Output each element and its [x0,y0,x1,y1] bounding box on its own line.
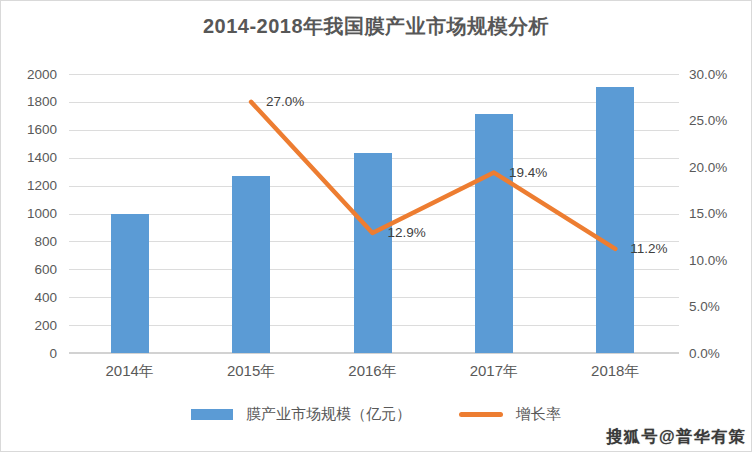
point-label-2015年: 27.0% [266,93,304,111]
y-axis-left-tick: 0 [1,345,57,362]
legend-bar-swatch-icon [191,409,233,420]
y-axis-left-tick: 200 [1,317,57,334]
y-axis-right-tick: 10.0% [689,252,727,269]
watermark-sohu-badge: 搜狐号@普华有策 [606,427,746,448]
legend-line-label: 增长率 [516,405,561,424]
growth-rate-line [69,74,676,353]
legend: 膜产业市场规模（亿元） 增长率 [1,405,751,424]
y-axis-right-tick: 30.0% [689,66,727,83]
x-axis-label-2014年: 2014年 [69,362,190,381]
y-axis-left-tick: 1200 [1,177,57,194]
y-axis-left-tick: 1800 [1,93,57,110]
y-axis-left-tick: 1400 [1,149,57,166]
x-axis-label-2015年: 2015年 [190,362,311,381]
x-axis-label-2017年: 2017年 [433,362,554,381]
y-axis-left-tick: 400 [1,289,57,306]
point-label-2018年: 11.2% [630,240,667,258]
y-axis-left-tick: 600 [1,261,57,278]
y-axis-right-tick: 25.0% [689,112,727,129]
y-axis-right-tick: 15.0% [689,205,727,222]
y-axis-left-tick: 2000 [1,66,57,83]
y-axis-right-tick: 0.0% [689,345,720,362]
y-axis-left-tick: 800 [1,233,57,250]
growth-rate-polyline [251,102,615,249]
legend-item-market-scale: 膜产业市场规模（亿元） [191,405,411,424]
y-axis-left-tick: 1000 [1,205,57,222]
legend-item-growth-rate: 增长率 [459,405,561,424]
chart-title: 2014-2018年我国膜产业市场规模分析 [1,13,751,40]
y-axis-left-tick: 1600 [1,121,57,138]
x-axis-label-2018年: 2018年 [555,362,676,381]
y-axis-right-tick: 20.0% [689,159,727,176]
legend-bar-label: 膜产业市场规模（亿元） [246,405,411,424]
y-axis-right-tick: 5.0% [689,298,720,315]
legend-line-swatch-icon [459,412,503,417]
chart-container: 2014-2018年我国膜产业市场规模分析 27.0% 12.9% 19.4% 11.… [0,0,752,452]
point-label-2017年: 19.4% [509,164,547,182]
point-label-2016年: 12.9% [388,224,426,242]
x-axis-label-2016年: 2016年 [312,362,433,381]
